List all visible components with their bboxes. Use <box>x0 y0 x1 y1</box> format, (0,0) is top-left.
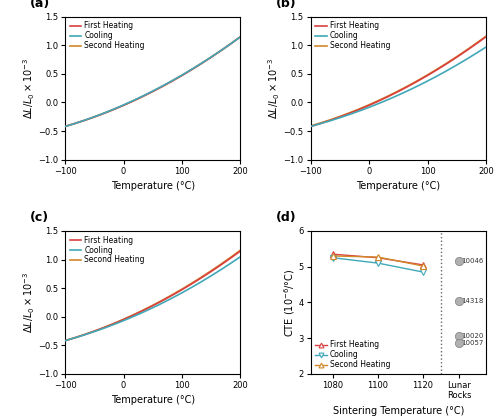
Line: Second Heating: Second Heating <box>330 252 426 270</box>
First Heating <box>375 255 381 260</box>
Legend: First Heating, Cooling, Second Heating: First Heating, Cooling, Second Heating <box>315 340 391 370</box>
Legend: First Heating, Cooling, Second Heating: First Heating, Cooling, Second Heating <box>69 235 145 265</box>
Y-axis label: $\Delta L/L_0\times10^{-3}$: $\Delta L/L_0\times10^{-3}$ <box>21 272 37 333</box>
Cooling <box>330 255 336 260</box>
Legend: First Heating, Cooling, Second Heating: First Heating, Cooling, Second Heating <box>69 21 145 51</box>
Text: (c): (c) <box>30 211 49 224</box>
Text: 10020: 10020 <box>462 333 484 339</box>
X-axis label: Temperature (°C): Temperature (°C) <box>356 181 440 191</box>
Line: First Heating: First Heating <box>330 251 426 268</box>
Y-axis label: CTE (10$^{-6}$/°C): CTE (10$^{-6}$/°C) <box>282 268 297 337</box>
Second Heating <box>330 253 336 258</box>
Text: (a): (a) <box>30 0 50 10</box>
X-axis label: Temperature (°C): Temperature (°C) <box>111 181 195 191</box>
Y-axis label: $\Delta L/L_0\times10^{-3}$: $\Delta L/L_0\times10^{-3}$ <box>267 58 282 119</box>
Y-axis label: $\Delta L/L_0\times10^{-3}$: $\Delta L/L_0\times10^{-3}$ <box>21 58 37 119</box>
Second Heating <box>420 263 426 268</box>
X-axis label: Temperature (°C): Temperature (°C) <box>111 395 195 405</box>
Text: (d): (d) <box>276 211 296 224</box>
Text: 14318: 14318 <box>462 298 484 304</box>
Legend: First Heating, Cooling, Second Heating: First Heating, Cooling, Second Heating <box>315 21 391 51</box>
Text: (b): (b) <box>276 0 296 10</box>
Cooling <box>420 270 426 275</box>
Text: 10046: 10046 <box>462 258 484 264</box>
Line: Cooling: Cooling <box>330 254 426 276</box>
Second Heating <box>375 255 381 260</box>
Cooling <box>375 260 381 266</box>
Text: 10057: 10057 <box>462 341 484 346</box>
X-axis label: Sintering Temperature (°C): Sintering Temperature (°C) <box>333 406 464 416</box>
First Heating <box>330 252 336 257</box>
First Heating <box>420 262 426 268</box>
